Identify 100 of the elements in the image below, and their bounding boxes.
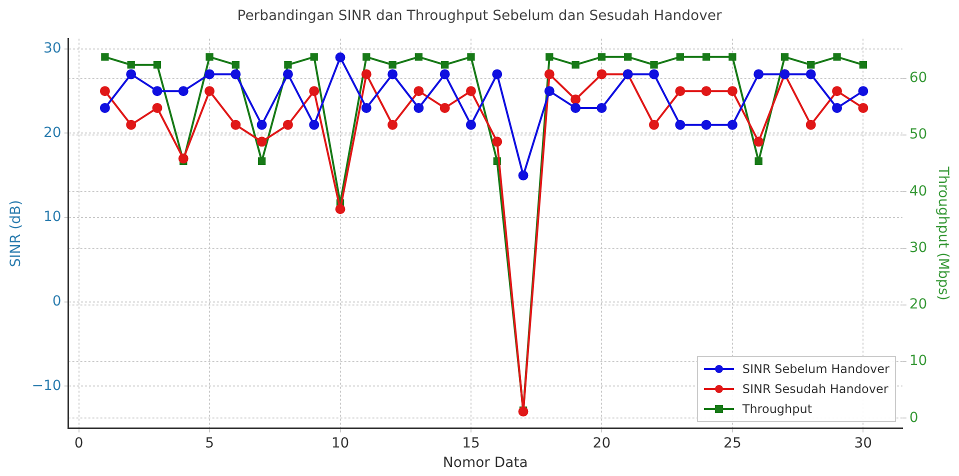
legend-label: SINR Sebelum Handover xyxy=(742,362,890,376)
point xyxy=(388,120,398,130)
point xyxy=(126,69,136,80)
y-tick-label: 30 xyxy=(44,40,62,57)
point xyxy=(414,86,424,96)
x-tick-label: 20 xyxy=(592,435,611,452)
point xyxy=(624,53,632,61)
point xyxy=(780,53,789,61)
point xyxy=(466,86,476,96)
point xyxy=(152,102,162,113)
point xyxy=(440,69,450,80)
x-tick-label: 15 xyxy=(462,435,480,452)
point xyxy=(727,120,738,130)
point xyxy=(204,69,215,80)
point xyxy=(230,69,241,80)
point xyxy=(152,86,162,96)
x-tick-label: 10 xyxy=(331,435,350,452)
point xyxy=(833,53,841,61)
point xyxy=(361,102,372,113)
y-tick-label: 10 xyxy=(44,209,62,226)
y2-tick-label: 60 xyxy=(909,70,928,86)
point xyxy=(414,102,424,113)
x-tick-label: 30 xyxy=(854,435,872,452)
point xyxy=(572,61,580,69)
y2-tick-label: 50 xyxy=(909,126,928,143)
point xyxy=(492,69,502,80)
y-tick-label: 0 xyxy=(52,294,62,310)
y2-axis-title: Throughput (Mbps) xyxy=(934,166,951,301)
point xyxy=(596,102,607,113)
x-tick-label: 5 xyxy=(205,435,214,452)
point xyxy=(282,120,293,130)
point xyxy=(361,69,372,80)
point xyxy=(178,86,188,96)
point xyxy=(859,61,867,69)
point xyxy=(388,61,396,69)
y-tick-label: 20 xyxy=(44,124,62,141)
point xyxy=(596,69,607,80)
point xyxy=(100,102,110,113)
point xyxy=(858,86,868,96)
point xyxy=(546,53,554,61)
y2-tick-label: 0 xyxy=(909,410,918,426)
y2-tick-label: 20 xyxy=(909,296,928,313)
point xyxy=(282,69,293,80)
point xyxy=(701,86,712,96)
point xyxy=(807,61,815,69)
point xyxy=(675,120,686,130)
point xyxy=(754,136,764,147)
point xyxy=(544,69,554,80)
legend-label: Throughput xyxy=(742,402,812,416)
x-tick-label: 0 xyxy=(74,435,84,452)
x-axis-title: Nomor Data xyxy=(442,455,528,472)
point xyxy=(728,53,736,61)
point xyxy=(832,86,842,96)
point xyxy=(832,102,842,113)
point xyxy=(256,120,267,130)
point xyxy=(284,61,292,69)
point xyxy=(206,53,214,61)
point xyxy=(126,120,136,130)
point xyxy=(570,102,581,113)
point xyxy=(518,170,528,180)
point xyxy=(230,120,241,130)
point xyxy=(701,120,712,130)
point xyxy=(754,69,764,80)
point xyxy=(518,406,528,417)
point xyxy=(153,61,162,69)
point xyxy=(675,86,686,96)
x-tick-label: 25 xyxy=(724,435,742,452)
y2-tick-label: 30 xyxy=(909,240,928,256)
point xyxy=(309,86,320,96)
point xyxy=(858,102,868,113)
point xyxy=(388,69,398,80)
point xyxy=(127,61,135,69)
point xyxy=(258,157,266,165)
point xyxy=(414,53,423,61)
point xyxy=(309,120,320,130)
legend-label: SINR Sesudah Handover xyxy=(742,382,888,396)
point xyxy=(466,120,476,130)
point xyxy=(335,52,346,62)
point xyxy=(441,61,449,69)
point xyxy=(806,69,816,80)
point xyxy=(232,61,240,69)
point xyxy=(440,102,450,113)
point xyxy=(178,154,188,164)
point xyxy=(310,53,318,61)
point xyxy=(335,204,346,214)
point xyxy=(650,61,658,69)
y2-tick-label: 40 xyxy=(909,183,928,200)
point xyxy=(256,136,267,147)
point xyxy=(702,53,710,61)
point xyxy=(101,53,109,61)
point xyxy=(806,120,816,130)
point xyxy=(649,69,660,80)
point xyxy=(362,53,370,61)
point xyxy=(544,86,554,96)
point xyxy=(100,86,110,96)
y-tick-label: −10 xyxy=(32,378,62,394)
y-axis-title: SINR (dB) xyxy=(8,200,24,268)
point xyxy=(204,86,215,96)
point xyxy=(598,53,606,61)
point xyxy=(467,53,475,61)
